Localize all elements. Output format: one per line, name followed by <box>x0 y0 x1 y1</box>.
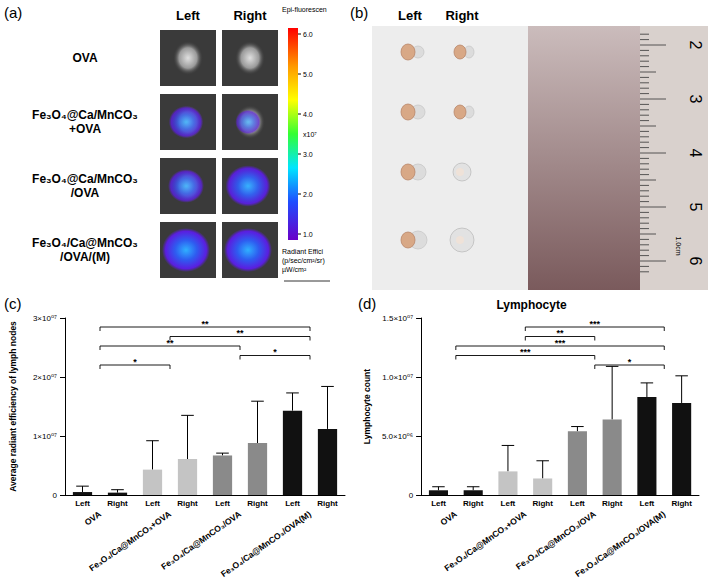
svg-text:Average radiant efficiency of: Average radiant efficiency of lymph node… <box>8 321 18 492</box>
svg-text:**: ** <box>557 328 565 338</box>
svg-text:Fe₃O₄/Ca@MnCO₃/OVA(M): Fe₃O₄/Ca@MnCO₃/OVA(M) <box>219 509 313 579</box>
svg-text:Right: Right <box>317 499 338 508</box>
svg-text:Left: Left <box>501 499 516 508</box>
svg-text:OVA: OVA <box>438 509 458 527</box>
svg-text:1.0cm: 1.0cm <box>675 236 682 255</box>
svg-text:0: 0 <box>53 491 58 500</box>
svg-text:1×10⁰⁷: 1×10⁰⁷ <box>33 432 57 441</box>
svg-text:Fe₃O₄/Ca@MnCO₃/OVA: Fe₃O₄/Ca@MnCO₃/OVA <box>514 508 598 572</box>
svg-text:Epi-fluorescen: Epi-fluorescen <box>282 6 327 14</box>
svg-text:**: ** <box>201 319 209 329</box>
svg-text:+OVA: +OVA <box>69 122 101 136</box>
svg-text:***: *** <box>555 338 566 348</box>
svg-text:*: * <box>628 357 632 367</box>
svg-text:2×10⁰⁷: 2×10⁰⁷ <box>33 373 57 382</box>
svg-text:Right: Right <box>602 499 623 508</box>
svg-text:***: *** <box>520 347 531 357</box>
svg-text:4: 4 <box>687 149 704 158</box>
svg-text:OVA: OVA <box>83 509 103 527</box>
svg-text:1.0: 1.0 <box>303 231 313 238</box>
svg-text:Fe₃O₄/Ca@MnCO₃+OVA: Fe₃O₄/Ca@MnCO₃+OVA <box>442 508 529 574</box>
svg-text:Radiant Effici: Radiant Effici <box>282 248 324 255</box>
svg-text:Left: Left <box>398 8 423 23</box>
svg-text:Left: Left <box>570 499 585 508</box>
svg-text:2: 2 <box>687 41 704 50</box>
svg-text:Left: Left <box>640 499 655 508</box>
svg-text:*: * <box>273 347 277 357</box>
svg-text:5.0: 5.0 <box>303 71 313 78</box>
svg-text:*: * <box>133 357 137 367</box>
svg-text:6.0: 6.0 <box>303 31 313 38</box>
svg-text:Left: Left <box>215 499 230 508</box>
svg-text:Fe₃O₄/Ca@MnCO₃: Fe₃O₄/Ca@MnCO₃ <box>32 236 138 250</box>
svg-text:0: 0 <box>409 491 414 500</box>
svg-text:Right: Right <box>463 499 484 508</box>
svg-text:Right: Right <box>177 499 198 508</box>
svg-text:Right: Right <box>671 499 692 508</box>
svg-text:/OVA/(M): /OVA/(M) <box>60 250 110 264</box>
svg-text:Left: Left <box>285 499 300 508</box>
svg-text:Fe₃O₄/Ca@MnCO₃/OVA(M): Fe₃O₄/Ca@MnCO₃/OVA(M) <box>573 509 667 579</box>
svg-text:/OVA: /OVA <box>71 186 100 200</box>
svg-text:Right: Right <box>233 8 267 23</box>
svg-text:5.0×10⁰⁶: 5.0×10⁰⁶ <box>382 432 413 441</box>
svg-text:**: ** <box>236 328 244 338</box>
svg-text:(b): (b) <box>350 4 368 21</box>
svg-text:Fe₃O₄/Ca@MnCO₃/OVA: Fe₃O₄/Ca@MnCO₃/OVA <box>159 508 243 572</box>
svg-text:Lymphocyte: Lymphocyte <box>496 298 567 312</box>
svg-text:Right: Right <box>247 499 268 508</box>
svg-text:1.5×10⁰⁷: 1.5×10⁰⁷ <box>382 314 413 323</box>
svg-text:(c): (c) <box>4 295 22 312</box>
svg-text:6: 6 <box>687 257 704 266</box>
svg-text:Left: Left <box>176 8 201 23</box>
svg-text:Left: Left <box>431 499 446 508</box>
svg-text:Left: Left <box>145 499 160 508</box>
svg-text:x10⁷: x10⁷ <box>303 131 317 138</box>
svg-text:(a): (a) <box>4 4 22 21</box>
svg-text:Fe₃O₄@Ca/MnCO₃: Fe₃O₄@Ca/MnCO₃ <box>32 172 138 186</box>
svg-text:Left: Left <box>75 499 90 508</box>
svg-text:3×10⁰⁷: 3×10⁰⁷ <box>33 314 57 323</box>
svg-text:Right: Right <box>107 499 128 508</box>
svg-text:Fe₃O₄/Ca@MnCO₃+OVA: Fe₃O₄/Ca@MnCO₃+OVA <box>87 508 173 574</box>
svg-text:4.0: 4.0 <box>303 111 313 118</box>
svg-text:(d): (d) <box>358 295 376 312</box>
svg-text:Lymphocyte count: Lymphocyte count <box>362 369 372 444</box>
svg-text:***: *** <box>590 319 601 329</box>
svg-text:**: ** <box>166 338 174 348</box>
svg-text:5: 5 <box>687 203 704 212</box>
svg-text:(p/sec/cm²/sr): (p/sec/cm²/sr) <box>282 257 325 265</box>
svg-text:Right: Right <box>532 499 553 508</box>
svg-text:1.0×10⁰⁷: 1.0×10⁰⁷ <box>382 373 413 382</box>
svg-text:µW/cm²: µW/cm² <box>282 266 307 274</box>
svg-text:2.0: 2.0 <box>303 191 313 198</box>
svg-text:3: 3 <box>687 95 704 104</box>
svg-text:Right: Right <box>445 8 479 23</box>
svg-text:Fe₃O₄@Ca/MnCO₃: Fe₃O₄@Ca/MnCO₃ <box>32 108 138 122</box>
svg-text:3.0: 3.0 <box>303 151 313 158</box>
svg-text:OVA: OVA <box>72 51 97 65</box>
